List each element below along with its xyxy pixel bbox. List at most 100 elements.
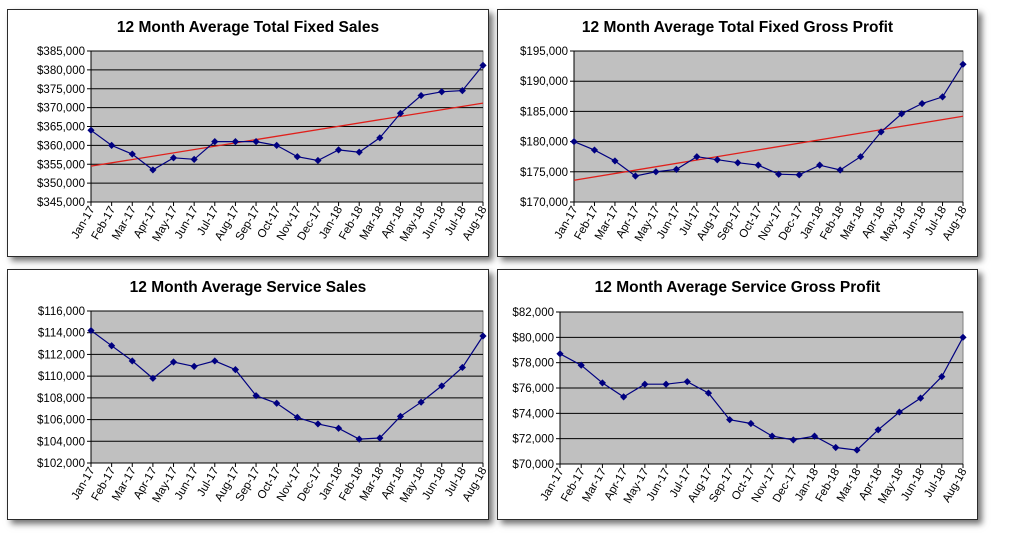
data-point [376, 434, 384, 442]
plot-area [90, 310, 484, 464]
data-point [355, 148, 363, 156]
data-point [590, 146, 599, 154]
data-point [795, 171, 803, 179]
y-tick-label: $78,000 [512, 358, 554, 370]
data-point [713, 156, 721, 164]
y-tick-label: $114,000 [38, 328, 85, 340]
y-tick-label: $80,000 [512, 332, 554, 344]
y-tick-label: $375,000 [37, 84, 85, 96]
y-tick-label: $110,000 [38, 371, 85, 383]
y-tick-label: $355,000 [37, 159, 85, 171]
line-chart: $170,000 $175,000 $180,000 $185,000 $190,000… [520, 46, 970, 244]
data-point [149, 166, 157, 174]
data-point [417, 398, 425, 406]
series-line [90, 330, 484, 440]
chart-title: 12 Month Average Service Sales [129, 279, 367, 296]
data-point [775, 170, 783, 178]
line-chart: $345,000 $350,000 $355,000 $360,000 $365,000… [37, 46, 490, 244]
y-tick-label: $365,000 [37, 122, 85, 134]
data-point [108, 342, 116, 350]
chart-panel-service-sales: 12 Month Average Service Sales $102,000 $… [7, 269, 490, 520]
data-point [754, 161, 762, 169]
y-tick-label: $195,000 [520, 46, 568, 58]
chart-panel-service-gross-profit: 12 Month Average Service Gross Profit $7… [497, 269, 978, 520]
data-point [916, 394, 925, 402]
y-tick-label: $170,000 [520, 197, 568, 209]
data-point [672, 165, 680, 173]
data-point [190, 155, 198, 163]
chart-title: 12 Month Average Total Fixed Sales [116, 19, 380, 36]
data-point [252, 138, 260, 146]
data-point [734, 159, 742, 167]
y-tick-label: $74,000 [512, 408, 554, 420]
y-tick-label: $82,000 [512, 307, 554, 319]
data-point [417, 91, 425, 100]
y-tick-label: $108,000 [37, 393, 85, 405]
data-point [768, 432, 776, 440]
y-tick-label: $102,000 [37, 458, 85, 470]
data-point [874, 426, 882, 434]
data-point [128, 357, 136, 365]
data-point [641, 380, 649, 388]
data-point [169, 154, 178, 162]
data-point [918, 99, 926, 108]
data-point [556, 350, 564, 358]
data-point [108, 141, 116, 149]
series-line [573, 63, 964, 177]
y-tick-label: $116,000 [38, 306, 85, 318]
y-tick-label: $70,000 [512, 459, 554, 471]
chart-title: 12 Month Average Total Fixed Gross Profi… [581, 19, 894, 36]
y-tick-label: $112,000 [38, 349, 85, 361]
y-tick-label: $380,000 [37, 65, 85, 77]
data-point [816, 161, 824, 169]
data-point [959, 60, 967, 68]
y-tick-label: $190,000 [520, 76, 568, 88]
data-point [231, 138, 240, 146]
y-tick-label: $350,000 [37, 178, 85, 190]
line-chart: $102,000 $104,000 $106,000 $108,000 $110,000… [37, 306, 490, 505]
data-point [832, 443, 840, 452]
chart-title: 12 Month Average Service Gross Profit [594, 279, 881, 296]
y-tick-label: $175,000 [520, 167, 568, 179]
data-point [293, 153, 301, 161]
chart-panel-total-fixed-sales: 12 Month Average Total Fixed Sales $345,… [7, 9, 490, 257]
y-tick-label: $76,000 [512, 383, 554, 395]
data-point [570, 138, 578, 146]
data-point [211, 138, 219, 146]
y-tick-label: $180,000 [520, 137, 568, 149]
data-point [479, 332, 487, 340]
data-point [273, 399, 281, 407]
data-point [334, 424, 343, 432]
data-point [376, 134, 384, 142]
data-point [836, 166, 844, 174]
y-tick-label: $345,000 [37, 197, 85, 209]
line-chart: $70,000 $72,000 $74,000 $76,000 $78,000 $80,0… [512, 307, 969, 506]
data-point [438, 88, 446, 96]
y-tick-label: $385,000 [37, 46, 85, 58]
data-point [314, 156, 322, 165]
data-point [877, 128, 885, 136]
data-point [693, 153, 701, 161]
y-tick-label: $104,000 [37, 436, 85, 448]
data-point [252, 392, 260, 400]
data-point [273, 141, 281, 149]
trendline [90, 102, 484, 167]
data-point [87, 126, 95, 134]
y-tick-label: $106,000 [37, 415, 85, 427]
data-point [128, 150, 136, 158]
plot-area [573, 50, 964, 203]
trendline [573, 115, 964, 181]
data-point [458, 87, 466, 95]
data-point [897, 110, 906, 118]
y-tick-label: $360,000 [37, 140, 85, 152]
chart-panel-total-fixed-gross-profit: 12 Month Average Total Fixed Gross Profi… [497, 9, 978, 257]
series-line [559, 337, 964, 451]
data-point [438, 382, 446, 390]
data-point [938, 373, 946, 381]
data-point [479, 61, 487, 69]
series-line [90, 64, 484, 171]
y-tick-label: $370,000 [37, 103, 85, 115]
data-point [396, 109, 405, 117]
data-point [857, 153, 865, 161]
data-point [938, 93, 947, 101]
